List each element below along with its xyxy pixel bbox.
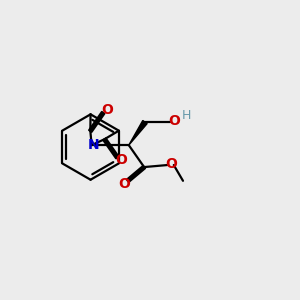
Text: O: O (168, 114, 180, 128)
Text: O: O (115, 153, 127, 167)
Text: O: O (101, 103, 112, 117)
Polygon shape (129, 121, 147, 145)
Text: O: O (118, 177, 130, 191)
Text: N: N (87, 138, 99, 152)
Text: H: H (182, 109, 191, 122)
Text: O: O (166, 157, 178, 171)
